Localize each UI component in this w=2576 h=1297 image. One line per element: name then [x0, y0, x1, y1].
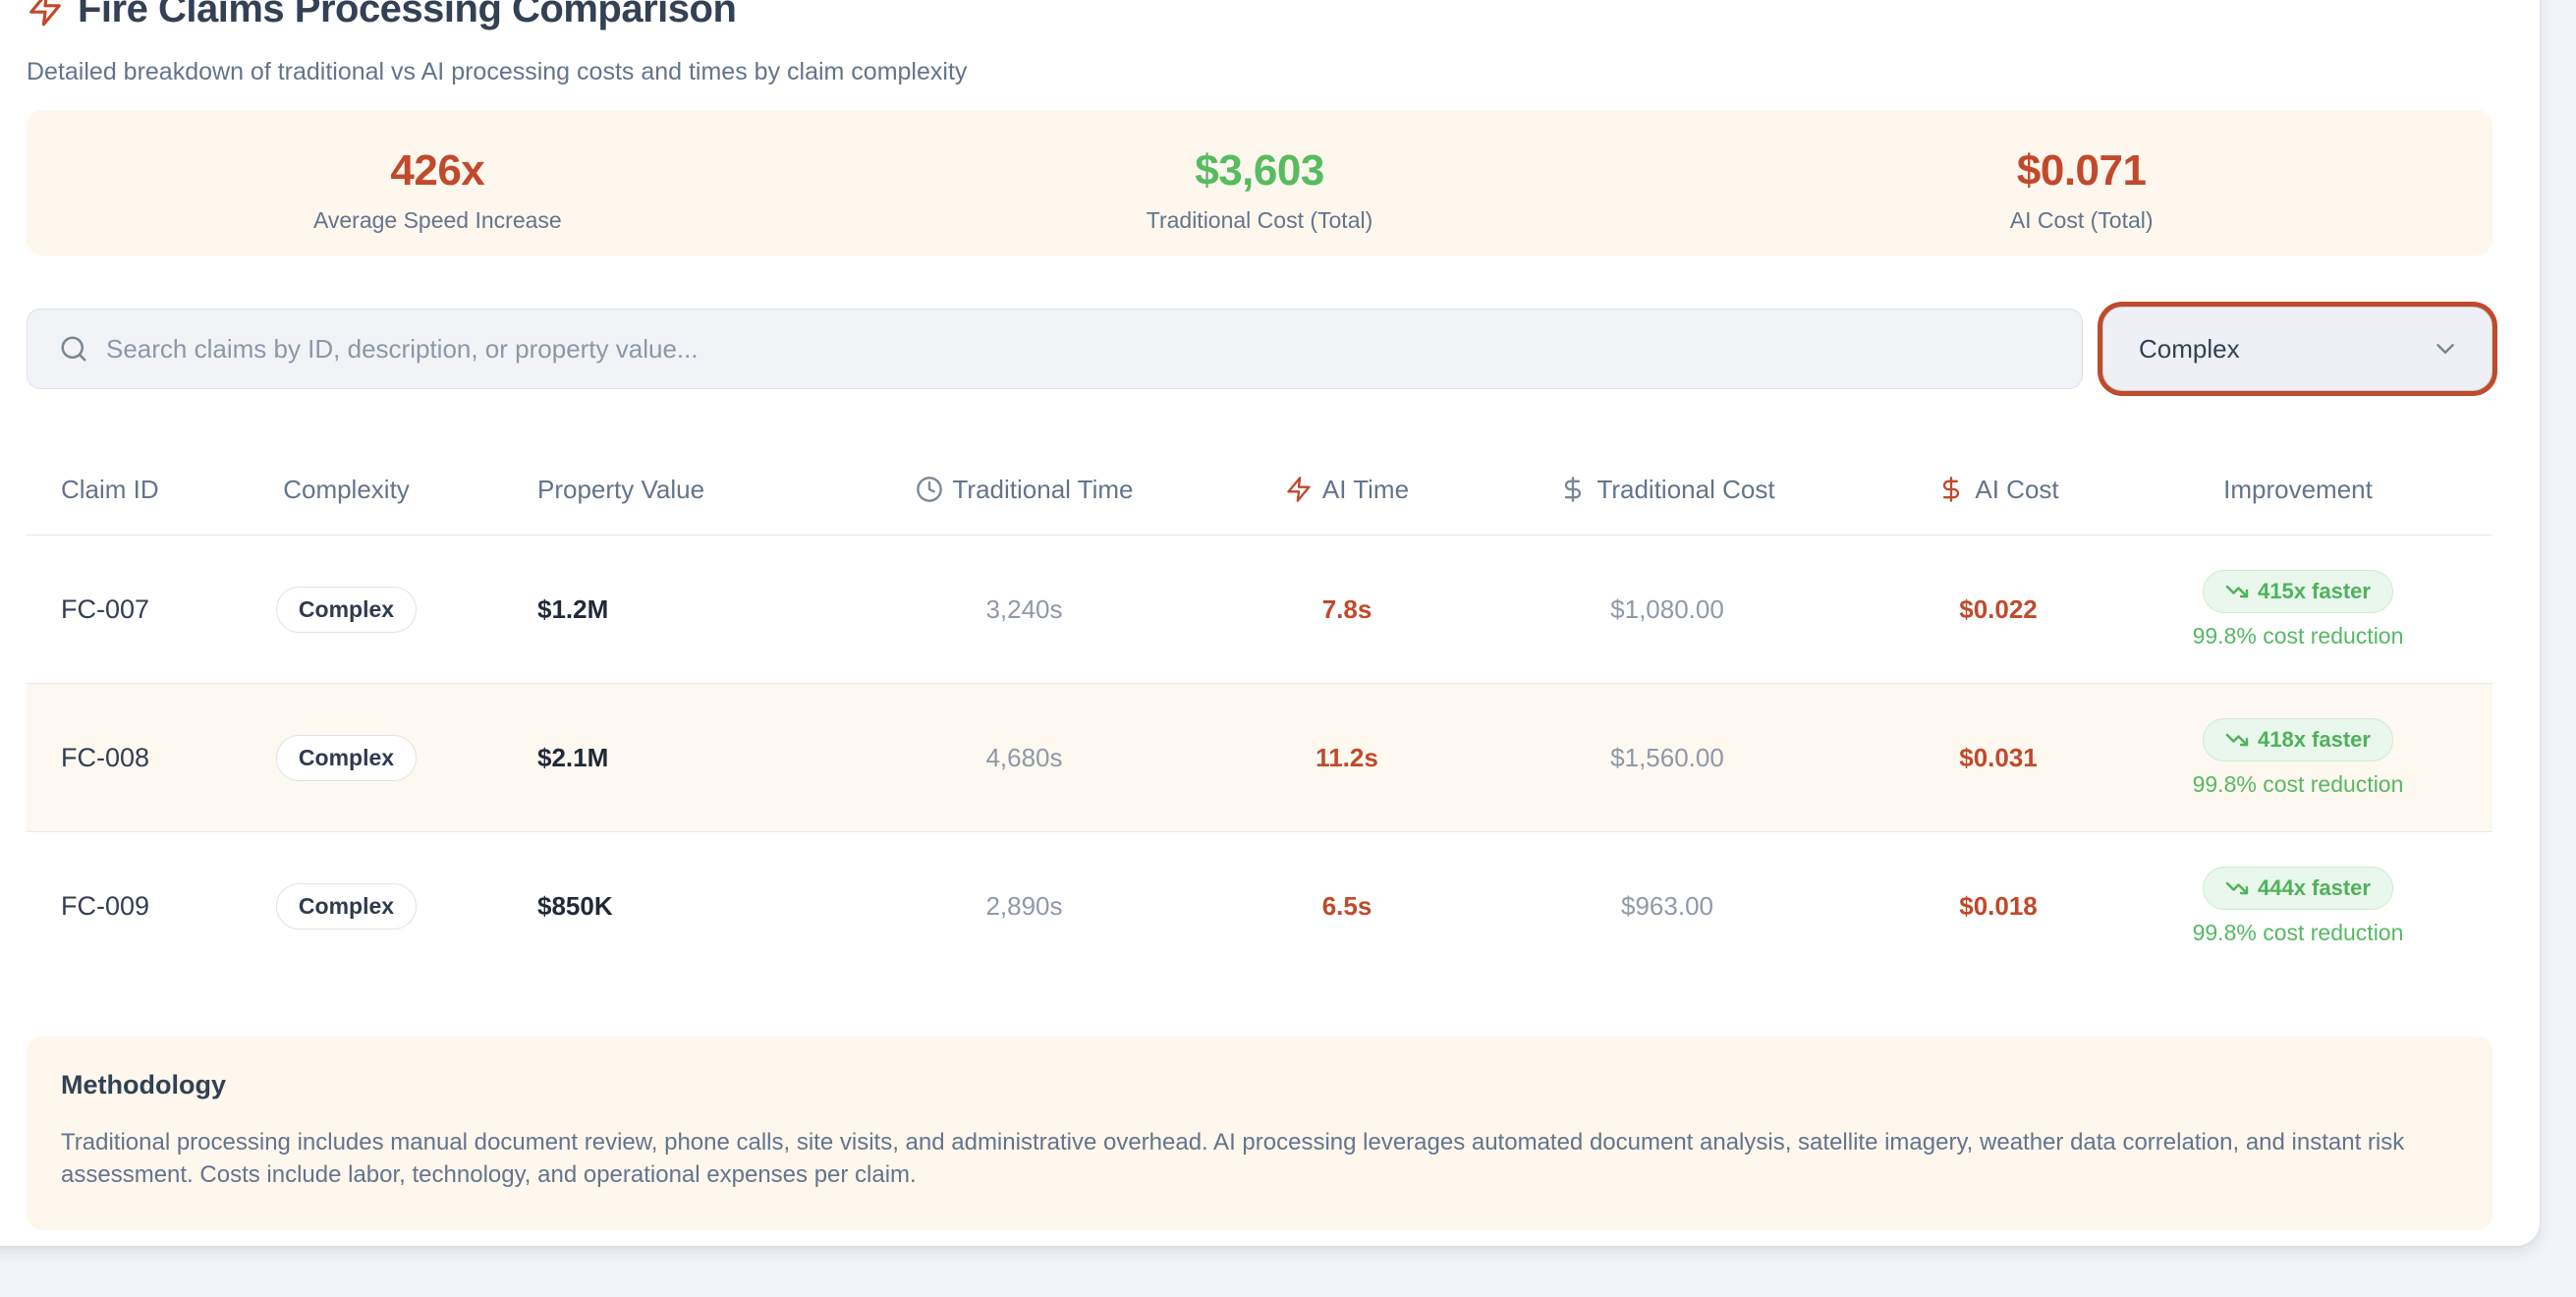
- cell-claim-id: FC-007: [61, 593, 150, 624]
- zap-icon: [27, 0, 64, 28]
- cell-traditional-time: 3,240s: [985, 593, 1063, 624]
- faster-badge: 415x faster: [2203, 569, 2393, 613]
- trending-down-icon: [2225, 585, 2249, 597]
- cell-property-value: $850K: [537, 890, 613, 921]
- cell-ai-cost: $0.022: [1959, 593, 2038, 624]
- col-header-ai-time: AI Time: [1253, 475, 1441, 505]
- faster-badge: 444x faster: [2203, 866, 2393, 910]
- zap-icon: [1287, 477, 1311, 502]
- cell-traditional-time: 2,890s: [985, 890, 1063, 921]
- stat-label: Average Speed Increase: [312, 207, 562, 233]
- methodology-heading: Methodology: [61, 1070, 226, 1100]
- col-header-ai-cost: AI Cost: [1893, 475, 2103, 505]
- stat-label: AI Cost (Total): [2009, 207, 2154, 233]
- table-header-row: Claim ID Complexity Property Value Tradi…: [27, 444, 2492, 536]
- cell-traditional-time: 4,680s: [985, 742, 1063, 772]
- stat-traditional-cost: $3,603 Traditional Cost (Total): [849, 145, 1671, 255]
- controls-row: Complex: [27, 307, 2492, 391]
- cell-claim-id: FC-009: [61, 890, 150, 921]
- stat-label: Traditional Cost (Total): [1146, 207, 1373, 233]
- cell-ai-cost: $0.031: [1959, 742, 2038, 772]
- trending-down-icon: [2225, 881, 2249, 894]
- search-box: [27, 309, 2083, 389]
- methodology-body: Traditional processing includes manual d…: [61, 1129, 2405, 1188]
- col-header-complexity: Complexity: [283, 474, 410, 504]
- cell-property-value: $1.2M: [537, 593, 609, 624]
- stat-value: $3,603: [1195, 146, 1324, 195]
- selected-filter-value: Complex: [2139, 333, 2240, 364]
- cell-property-value: $2.1M: [537, 742, 609, 772]
- cell-traditional-cost: $1,560.00: [1610, 742, 1724, 772]
- cell-traditional-cost: $963.00: [1621, 890, 1713, 921]
- col-header-claim-id: Claim ID: [61, 474, 159, 504]
- complexity-badge: Complex: [275, 882, 418, 930]
- complexity-filter-select[interactable]: Complex: [2102, 307, 2492, 391]
- stat-value: 426x: [390, 146, 485, 195]
- stat-ai-cost: $0.071 AI Cost (Total): [1670, 145, 2492, 255]
- col-header-improvement: Improvement: [2223, 474, 2373, 504]
- main-card: Fire Claims Processing Comparison Detail…: [0, 0, 2540, 1246]
- cell-improvement: 418x faster 99.8% cost reduction: [2103, 717, 2492, 798]
- summary-stats-panel: 426x Average Speed Increase $3,603 Tradi…: [27, 110, 2492, 255]
- cell-ai-cost: $0.018: [1959, 890, 2038, 921]
- cost-reduction-label: 99.8% cost reduction: [2192, 919, 2404, 945]
- cell-complexity: Complex: [201, 882, 491, 930]
- faster-badge: 418x faster: [2203, 717, 2393, 761]
- cell-ai-time: 11.2s: [1316, 742, 1378, 772]
- cell-traditional-cost: $1,080.00: [1610, 593, 1724, 624]
- trending-down-icon: [2225, 733, 2249, 746]
- col-header-property-value: Property Value: [537, 474, 705, 504]
- complexity-badge: Complex: [275, 734, 418, 781]
- chevron-down-icon: [2436, 344, 2454, 354]
- stat-value: $0.071: [2016, 146, 2147, 195]
- cell-complexity: Complex: [201, 586, 491, 633]
- methodology-panel: Methodology Traditional processing inclu…: [27, 1037, 2492, 1230]
- table-row[interactable]: FC-009 Complex $850K 2,890s 6.5s $963.00…: [27, 832, 2492, 980]
- cell-improvement: 415x faster 99.8% cost reduction: [2103, 569, 2492, 649]
- dollar-icon: [1943, 477, 1960, 502]
- cost-reduction-label: 99.8% cost reduction: [2192, 770, 2404, 797]
- dollar-icon: [1565, 477, 1582, 502]
- complexity-badge: Complex: [275, 586, 418, 633]
- claims-table: Claim ID Complexity Property Value Tradi…: [27, 444, 2492, 980]
- col-header-traditional-cost: Traditional Cost: [1441, 475, 1893, 505]
- cell-claim-id: FC-008: [61, 742, 150, 772]
- search-input[interactable]: [88, 310, 2082, 388]
- table-row[interactable]: FC-007 Complex $1.2M 3,240s 7.8s $1,080.…: [27, 536, 2492, 684]
- cell-improvement: 444x faster 99.8% cost reduction: [2103, 866, 2492, 946]
- col-header-traditional-time: Traditional Time: [796, 475, 1253, 505]
- clock-icon: [916, 477, 942, 502]
- page-subtitle: Detailed breakdown of traditional vs AI …: [27, 58, 968, 85]
- stat-speed-increase: 426x Average Speed Increase: [27, 145, 849, 255]
- cell-ai-time: 7.8s: [1321, 593, 1372, 624]
- cell-complexity: Complex: [201, 734, 491, 781]
- cost-reduction-label: 99.8% cost reduction: [2192, 622, 2404, 648]
- table-row[interactable]: FC-008 Complex $2.1M 4,680s 11.2s $1,560…: [27, 684, 2492, 832]
- cell-ai-time: 6.5s: [1321, 890, 1372, 921]
- page-header: Fire Claims Processing Comparison: [27, 0, 2492, 31]
- search-icon: [61, 336, 86, 362]
- page-title: Fire Claims Processing Comparison: [78, 0, 737, 30]
